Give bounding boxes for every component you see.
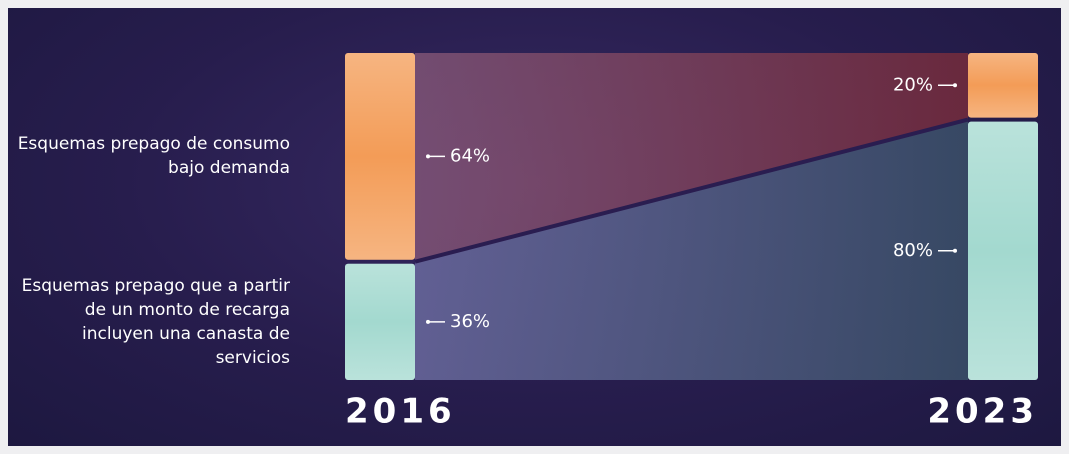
category-label: 2023 [927, 392, 1038, 432]
bar-shade [345, 263, 415, 380]
value-label: 36% [450, 311, 490, 332]
bar-shade [345, 53, 415, 260]
bar-shade [968, 121, 1038, 380]
chart-panel: 64% 36% 2016 20% 80% 2023 Esquemas prepago de… [8, 8, 1061, 446]
value-label: 80% [893, 240, 933, 261]
legend-label: Esquemas prepago que a partir de un mont… [21, 275, 290, 368]
flow-divider [414, 117, 969, 264]
value-label: 20% [893, 74, 933, 95]
label-dot [953, 248, 957, 253]
flow-area [415, 53, 968, 262]
legend-label: Esquemas prepago de consumo bajo demanda [17, 134, 290, 179]
category-label: 2016 [345, 392, 456, 432]
label-dot [426, 319, 430, 324]
label-dot [426, 154, 430, 159]
value-label: 64% [450, 145, 490, 166]
chart: 64% 36% 2016 20% 80% 2023 [345, 53, 1038, 432]
label-dot [953, 83, 957, 88]
bar-shade [968, 53, 1038, 118]
flow-area [415, 119, 968, 380]
